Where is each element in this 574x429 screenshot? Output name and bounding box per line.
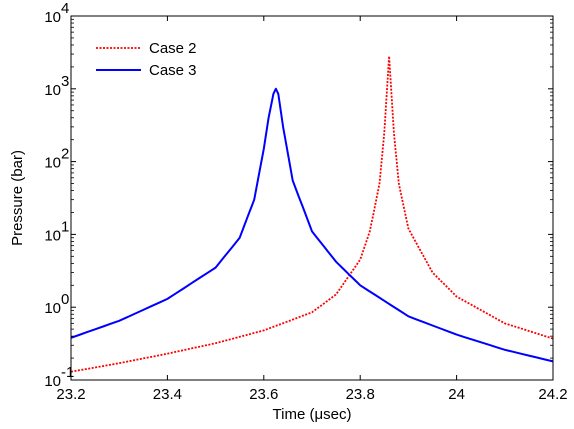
y-tick-label: 10 <box>44 227 61 244</box>
y-tick-exponent: -1 <box>61 364 74 381</box>
plot-frame <box>70 15 554 381</box>
x-tick-label: 23.8 <box>346 386 375 403</box>
x-tick-label: 23.2 <box>56 386 85 403</box>
y-tick-label: 10 <box>44 9 61 26</box>
x-tick-label: 24 <box>448 386 465 403</box>
series-layer <box>70 55 554 373</box>
plot-area <box>71 16 553 380</box>
y-tick-label: 10 <box>44 300 61 317</box>
y-tick-exponent: 0 <box>61 291 69 308</box>
y-tick-label: 10 <box>44 82 61 99</box>
x-axis-title: Time (μsec) <box>273 406 352 423</box>
series-line-case-2 <box>70 55 554 373</box>
x-tick-label: 23.4 <box>153 386 182 403</box>
series-line-case-3 <box>70 87 554 363</box>
legend-label-case-2: Case 2 <box>149 40 197 57</box>
y-tick-exponent: 1 <box>61 218 69 235</box>
y-tick-exponent: 2 <box>61 146 69 163</box>
legend: Case 2 Case 3 <box>96 40 197 79</box>
x-tick-label: 24.2 <box>538 386 567 403</box>
y-axis-title: Pressure (bar) <box>9 150 26 246</box>
ticks-layer: 23.2 23.4 23.6 23.8 24 24.210-110010110210310… <box>44 0 567 403</box>
x-tick-label: 23.6 <box>249 386 278 403</box>
legend-label-case-3: Case 3 <box>149 62 197 79</box>
y-tick-label: 10 <box>44 373 61 390</box>
y-tick-exponent: 4 <box>61 0 69 17</box>
y-tick-exponent: 3 <box>61 73 69 90</box>
y-tick-label: 10 <box>44 155 61 172</box>
